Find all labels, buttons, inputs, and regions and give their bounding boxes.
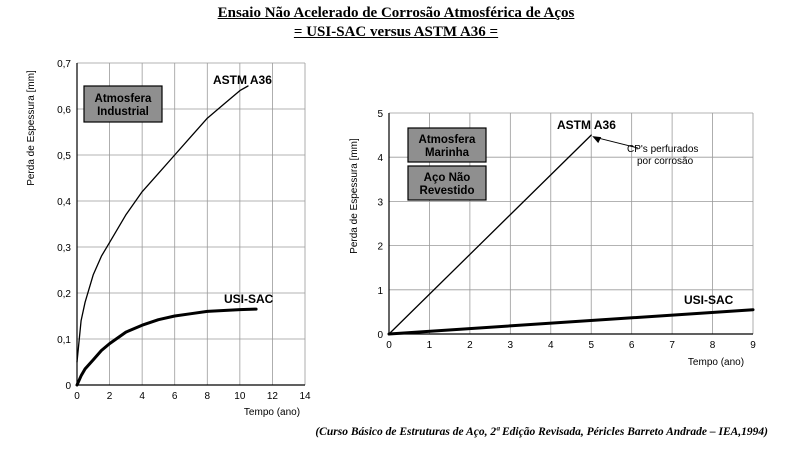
y-tick-label: 2 <box>377 242 383 253</box>
perforation-note-line1: CP's perfurados <box>627 144 698 155</box>
x-tick-label: 4 <box>139 391 145 402</box>
series-line-usi-sac <box>75 307 258 387</box>
x-tick-label: 3 <box>508 340 514 351</box>
source-caption: (Curso Básico de Estruturas de Aço, 2ª E… <box>315 426 768 438</box>
x-tick-label: 2 <box>467 340 473 351</box>
y-tick-label: 0,4 <box>57 197 71 208</box>
y-tick-label: 0,6 <box>57 105 71 116</box>
y-tick-label: 5 <box>377 109 383 120</box>
y-tick-label: 0,7 <box>57 59 71 70</box>
uncoated-steel-label-line2: Revestido <box>420 185 475 197</box>
atmosphere-marine-label-line1: Atmosfera <box>419 134 476 146</box>
y-tick-label: 0 <box>65 381 71 392</box>
x-tick-label: 0 <box>386 340 392 351</box>
series-line-astm-a36 <box>388 134 592 335</box>
x-tick-label: 8 <box>710 340 716 351</box>
atmosphere-industrial-label-box <box>83 85 163 123</box>
x-tick-label: 2 <box>107 391 113 402</box>
x-tick-label: 8 <box>205 391 211 402</box>
x-tick-label: 5 <box>588 340 594 351</box>
series-label: USI-SAC <box>684 293 734 307</box>
atmosphere-industrial-label-line1: Atmosfera <box>95 93 152 105</box>
series-label: ASTM A36 <box>213 73 272 87</box>
y-axis-label: Perda de Espessura [mm] <box>349 138 360 254</box>
x-tick-label: 12 <box>267 391 279 402</box>
y-tick-label: 0,1 <box>57 335 71 346</box>
annotation-arrow-line <box>594 136 639 149</box>
x-tick-label: 6 <box>629 340 635 351</box>
x-tick-label: 9 <box>750 340 756 351</box>
x-tick-label: 14 <box>299 391 311 402</box>
x-axis-label: Tempo (ano) <box>688 357 744 368</box>
x-tick-label: 1 <box>427 340 433 351</box>
y-tick-label: 1 <box>377 286 383 297</box>
chart-industrial: 0 2 4 6 8 10 12 14 0,1 0,2 0,3 0,4 0,5 0,6 0,7 0 Tempo (… <box>26 59 311 418</box>
atmosphere-marine-label-line2: Marinha <box>425 147 470 159</box>
perforation-note-line2: por corrosão <box>637 156 694 167</box>
series-line-usi-sac <box>387 308 755 336</box>
chart-title-line1: Ensaio Não Acelerado de Corrosão Atmosfé… <box>217 5 575 21</box>
x-tick-label: 10 <box>234 391 246 402</box>
x-tick-label: 4 <box>548 340 554 351</box>
atmosphere-marine-label-box <box>407 127 487 163</box>
series-line-astm-a36 <box>76 85 249 363</box>
y-tick-label: 3 <box>377 197 383 208</box>
x-tick-label: 6 <box>172 391 178 402</box>
x-tick-label: 0 <box>74 391 80 402</box>
series-label: USI-SAC <box>224 292 274 306</box>
chart-marine: 0 1 2 3 4 5 6 7 8 9 1 2 3 4 5 0 Tempo (ano) Perda de Espe… <box>349 109 756 368</box>
uncoated-steel-label-line1: Aço Não <box>424 172 471 184</box>
y-tick-label: 0,3 <box>57 243 71 254</box>
x-tick-label: 7 <box>669 340 675 351</box>
y-tick-label: 4 <box>377 153 383 164</box>
uncoated-steel-label-box <box>407 165 487 201</box>
y-tick-label: 0 <box>377 330 383 341</box>
y-tick-label: 0,5 <box>57 151 71 162</box>
y-axis-label: Perda de Espessura [mm] <box>26 70 37 186</box>
atmosphere-industrial-label-line2: Industrial <box>97 106 149 118</box>
annotation-arrowhead <box>592 136 602 144</box>
x-axis-label: Tempo (ano) <box>244 407 300 418</box>
series-label: ASTM A36 <box>557 118 616 132</box>
chart-title-line2: = USI-SAC versus ASTM A36 = <box>293 24 499 40</box>
y-tick-label: 0,2 <box>57 289 71 300</box>
